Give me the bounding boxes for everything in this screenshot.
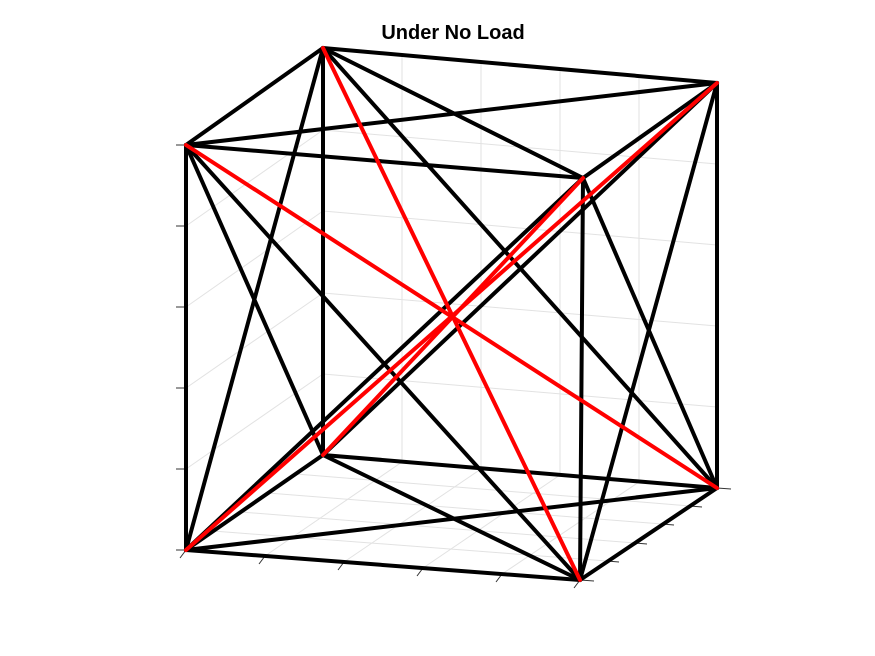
diagonal bbox=[321, 453, 582, 582]
diagonal bbox=[581, 176, 719, 490]
grid-line bbox=[185, 129, 324, 227]
tick bbox=[716, 487, 732, 490]
space-diagonal bbox=[321, 176, 585, 457]
grid-line bbox=[322, 373, 718, 408]
edge bbox=[184, 453, 325, 552]
diagonal bbox=[184, 143, 325, 457]
diagonal bbox=[321, 46, 585, 180]
grid-line bbox=[185, 373, 324, 470]
face-diagonals bbox=[184, 46, 719, 582]
grid-line bbox=[264, 461, 403, 557]
edge bbox=[581, 81, 719, 180]
grid-line bbox=[212, 530, 608, 562]
edge bbox=[184, 548, 582, 582]
edge bbox=[578, 176, 585, 582]
title: Under No Load bbox=[381, 22, 524, 44]
diagonal bbox=[184, 143, 582, 582]
edge bbox=[184, 46, 325, 147]
grid-line bbox=[322, 210, 718, 246]
grid-line bbox=[185, 292, 324, 389]
diagonal bbox=[184, 176, 585, 552]
edge bbox=[321, 453, 719, 490]
space-diagonals bbox=[184, 46, 719, 582]
edge bbox=[321, 46, 719, 85]
grid-line bbox=[501, 481, 640, 575]
diagonal bbox=[321, 81, 719, 457]
grid-line bbox=[343, 468, 482, 563]
grid-line bbox=[240, 511, 636, 544]
edge bbox=[184, 143, 585, 180]
grid-line bbox=[185, 210, 324, 308]
edge bbox=[578, 486, 719, 582]
cube-edges bbox=[184, 46, 719, 582]
